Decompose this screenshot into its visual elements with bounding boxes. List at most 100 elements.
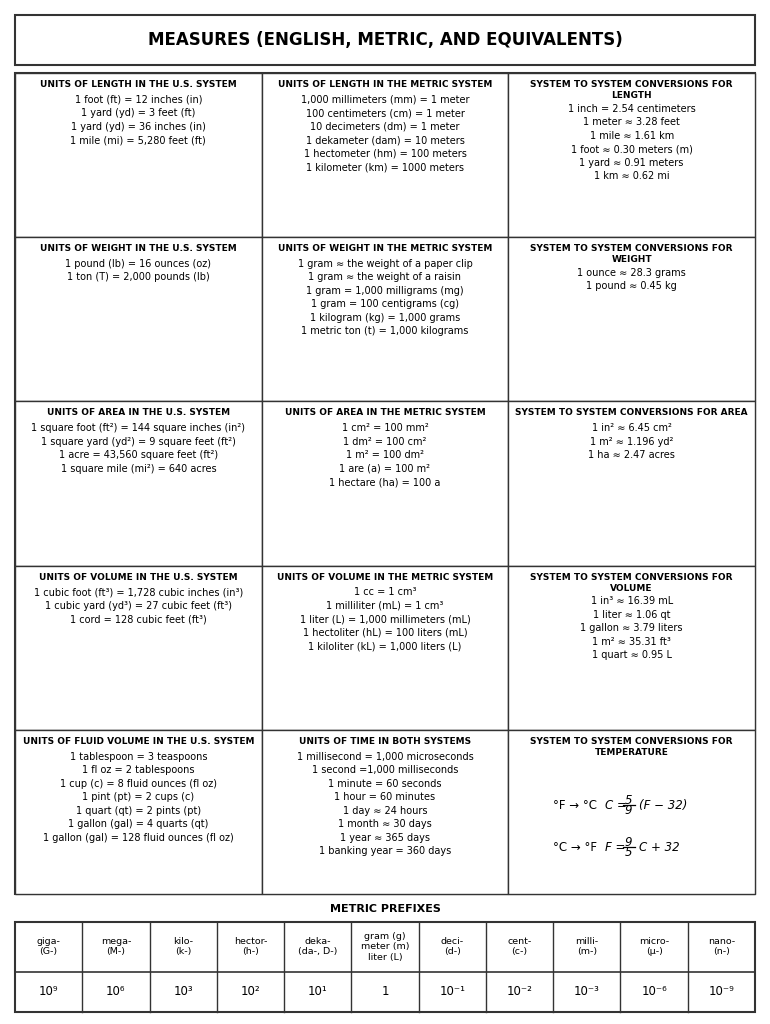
Text: nano-
(n-): nano- (n-): [708, 937, 735, 956]
Text: 1 tablespoon = 3 teaspoons: 1 tablespoon = 3 teaspoons: [69, 752, 207, 762]
Bar: [262, 238, 508, 401]
Text: °F → °C: °F → °C: [553, 799, 597, 812]
Bar: [508, 730, 755, 894]
Text: 10⁻⁶: 10⁻⁶: [641, 985, 667, 998]
Text: 1 banking year = 360 days: 1 banking year = 360 days: [319, 846, 451, 856]
Text: 1 hectoliter (hL) = 100 liters (mL): 1 hectoliter (hL) = 100 liters (mL): [303, 628, 467, 638]
Text: 1 cm² = 100 mm²: 1 cm² = 100 mm²: [342, 423, 428, 433]
Text: 5: 5: [625, 794, 632, 807]
Bar: [508, 73, 755, 238]
Text: 1 cc = 1 cm³: 1 cc = 1 cm³: [353, 588, 417, 597]
Text: cent-
(c-): cent- (c-): [507, 937, 531, 956]
Text: 1 foot (ft) = 12 inches (in): 1 foot (ft) = 12 inches (in): [75, 95, 202, 104]
Text: 1 hour = 60 minutes: 1 hour = 60 minutes: [334, 792, 436, 802]
Text: 1 gram ≈ the weight of a paper clip: 1 gram ≈ the weight of a paper clip: [297, 259, 473, 269]
Text: SYSTEM TO SYSTEM CONVERSIONS FOR
LENGTH: SYSTEM TO SYSTEM CONVERSIONS FOR LENGTH: [531, 80, 733, 100]
Text: 10 decimeters (dm) = 1 meter: 10 decimeters (dm) = 1 meter: [310, 122, 460, 132]
Text: 1 gallon (gal) = 128 fluid ounces (fl oz): 1 gallon (gal) = 128 fluid ounces (fl oz…: [43, 833, 234, 843]
Text: 1 hectare (ha) = 100 a: 1 hectare (ha) = 100 a: [330, 477, 440, 487]
Text: 1 gallon ≈ 3.79 liters: 1 gallon ≈ 3.79 liters: [581, 624, 683, 634]
Bar: [15, 73, 262, 238]
Text: 1 meter ≈ 3.28 feet: 1 meter ≈ 3.28 feet: [583, 118, 680, 127]
Bar: [15, 922, 755, 1012]
Text: SYSTEM TO SYSTEM CONVERSIONS FOR
TEMPERATURE: SYSTEM TO SYSTEM CONVERSIONS FOR TEMPERA…: [531, 737, 733, 757]
Text: 1 dekameter (dam) = 10 meters: 1 dekameter (dam) = 10 meters: [306, 135, 464, 145]
Text: C =: C =: [604, 799, 627, 812]
Text: giga-
(G-): giga- (G-): [37, 937, 61, 956]
Text: 1 ounce ≈ 28.3 grams: 1 ounce ≈ 28.3 grams: [578, 268, 686, 278]
Text: 1 square foot (ft²) = 144 square inches (in²): 1 square foot (ft²) = 144 square inches …: [32, 423, 246, 433]
Text: 1 cubic foot (ft³) = 1,728 cubic inches (in³): 1 cubic foot (ft³) = 1,728 cubic inches …: [34, 588, 243, 597]
Text: 1 gallon (gal) = 4 quarts (qt): 1 gallon (gal) = 4 quarts (qt): [69, 819, 209, 829]
Text: 1 pound (lb) = 16 ounces (oz): 1 pound (lb) = 16 ounces (oz): [65, 259, 211, 269]
Text: 1 dm² = 100 cm²: 1 dm² = 100 cm²: [343, 436, 427, 446]
Text: milli-
(m-): milli- (m-): [575, 937, 598, 956]
Text: 100 centimeters (cm) = 1 meter: 100 centimeters (cm) = 1 meter: [306, 109, 464, 118]
Bar: [15, 730, 262, 894]
Text: °C → °F: °C → °F: [553, 841, 597, 854]
Text: UNITS OF AREA IN THE METRIC SYSTEM: UNITS OF AREA IN THE METRIC SYSTEM: [285, 409, 485, 418]
Bar: [508, 401, 755, 565]
Text: 1 kiloliter (kL) = 1,000 liters (L): 1 kiloliter (kL) = 1,000 liters (L): [308, 641, 462, 651]
Text: UNITS OF WEIGHT IN THE U.S. SYSTEM: UNITS OF WEIGHT IN THE U.S. SYSTEM: [40, 244, 236, 253]
Text: 1 fl oz = 2 tablespoons: 1 fl oz = 2 tablespoons: [82, 765, 195, 775]
Text: SYSTEM TO SYSTEM CONVERSIONS FOR AREA: SYSTEM TO SYSTEM CONVERSIONS FOR AREA: [515, 409, 748, 418]
Text: 1 cup (c) = 8 fluid ounces (fl oz): 1 cup (c) = 8 fluid ounces (fl oz): [60, 778, 217, 788]
Text: UNITS OF LENGTH IN THE METRIC SYSTEM: UNITS OF LENGTH IN THE METRIC SYSTEM: [278, 80, 492, 89]
Text: 1 yard (yd) = 3 feet (ft): 1 yard (yd) = 3 feet (ft): [81, 109, 196, 118]
Bar: [15, 73, 755, 894]
Text: 1 ha ≈ 2.47 acres: 1 ha ≈ 2.47 acres: [588, 451, 675, 460]
Bar: [262, 401, 508, 565]
Text: 1 km ≈ 0.62 mi: 1 km ≈ 0.62 mi: [594, 171, 669, 181]
Text: 1 kilometer (km) = 1000 meters: 1 kilometer (km) = 1000 meters: [306, 162, 464, 172]
Text: 1 in³ ≈ 16.39 mL: 1 in³ ≈ 16.39 mL: [591, 596, 673, 606]
Text: 10²: 10²: [241, 985, 260, 998]
Text: 10¹: 10¹: [308, 985, 327, 998]
Bar: [15, 401, 262, 565]
Text: UNITS OF VOLUME IN THE U.S. SYSTEM: UNITS OF VOLUME IN THE U.S. SYSTEM: [39, 572, 238, 582]
Text: 1 cubic yard (yd³) = 27 cubic feet (ft³): 1 cubic yard (yd³) = 27 cubic feet (ft³): [45, 601, 232, 611]
Text: UNITS OF LENGTH IN THE U.S. SYSTEM: UNITS OF LENGTH IN THE U.S. SYSTEM: [40, 80, 236, 89]
Text: 10⁻²: 10⁻²: [507, 985, 533, 998]
Text: 10⁻⁹: 10⁻⁹: [708, 985, 735, 998]
Text: 1 in² ≈ 6.45 cm²: 1 in² ≈ 6.45 cm²: [591, 423, 671, 433]
Text: 1 square mile (mi²) = 640 acres: 1 square mile (mi²) = 640 acres: [61, 464, 216, 474]
Bar: [262, 73, 508, 238]
Text: 1 minute = 60 seconds: 1 minute = 60 seconds: [328, 778, 442, 788]
Text: 1 ton (T) = 2,000 pounds (lb): 1 ton (T) = 2,000 pounds (lb): [67, 272, 209, 283]
Text: 1 m² ≈ 1.196 yd²: 1 m² ≈ 1.196 yd²: [590, 436, 673, 446]
Bar: [262, 730, 508, 894]
Text: 1 gram ≈ the weight of a raisin: 1 gram ≈ the weight of a raisin: [309, 272, 461, 283]
Text: 5: 5: [625, 846, 632, 859]
Text: mega-
(M-): mega- (M-): [101, 937, 131, 956]
Text: 1 day ≈ 24 hours: 1 day ≈ 24 hours: [343, 806, 427, 815]
Text: 1 mile (mi) = 5,280 feet (ft): 1 mile (mi) = 5,280 feet (ft): [71, 135, 206, 145]
Text: 1 year ≈ 365 days: 1 year ≈ 365 days: [340, 833, 430, 843]
Text: micro-
(μ-): micro- (μ-): [639, 937, 669, 956]
Text: 1 hectometer (hm) = 100 meters: 1 hectometer (hm) = 100 meters: [303, 148, 467, 159]
Text: 10⁻¹: 10⁻¹: [439, 985, 465, 998]
Bar: [15, 15, 755, 65]
Text: 1 m² ≈ 35.31 ft³: 1 m² ≈ 35.31 ft³: [592, 637, 671, 647]
Text: 1 yard ≈ 0.91 meters: 1 yard ≈ 0.91 meters: [580, 158, 684, 168]
Text: UNITS OF VOLUME IN THE METRIC SYSTEM: UNITS OF VOLUME IN THE METRIC SYSTEM: [277, 572, 493, 582]
Text: 1: 1: [381, 985, 389, 998]
Text: UNITS OF AREA IN THE U.S. SYSTEM: UNITS OF AREA IN THE U.S. SYSTEM: [47, 409, 230, 418]
Text: 1 cord = 128 cubic feet (ft³): 1 cord = 128 cubic feet (ft³): [70, 614, 206, 625]
Bar: [508, 238, 755, 401]
Text: SYSTEM TO SYSTEM CONVERSIONS FOR
WEIGHT: SYSTEM TO SYSTEM CONVERSIONS FOR WEIGHT: [531, 244, 733, 264]
Text: 10⁹: 10⁹: [38, 985, 59, 998]
Text: 1 milliliter (mL) = 1 cm³: 1 milliliter (mL) = 1 cm³: [326, 601, 444, 611]
Text: MEASURES (ENGLISH, METRIC, AND EQUIVALENTS): MEASURES (ENGLISH, METRIC, AND EQUIVALEN…: [148, 31, 622, 49]
Text: 1 kilogram (kg) = 1,000 grams: 1 kilogram (kg) = 1,000 grams: [310, 313, 460, 323]
Text: 1 metric ton (t) = 1,000 kilograms: 1 metric ton (t) = 1,000 kilograms: [301, 327, 469, 337]
Text: C + 32: C + 32: [639, 841, 679, 854]
Text: 1 inch = 2.54 centimeters: 1 inch = 2.54 centimeters: [567, 103, 695, 114]
Text: 1 second =1,000 milliseconds: 1 second =1,000 milliseconds: [312, 765, 458, 775]
Text: 1 are (a) = 100 m²: 1 are (a) = 100 m²: [340, 464, 430, 474]
Bar: [508, 565, 755, 730]
Text: UNITS OF WEIGHT IN THE METRIC SYSTEM: UNITS OF WEIGHT IN THE METRIC SYSTEM: [278, 244, 492, 253]
Text: 10³: 10³: [173, 985, 193, 998]
Text: 1 yard (yd) = 36 inches (in): 1 yard (yd) = 36 inches (in): [71, 122, 206, 132]
Text: F =: F =: [604, 841, 625, 854]
